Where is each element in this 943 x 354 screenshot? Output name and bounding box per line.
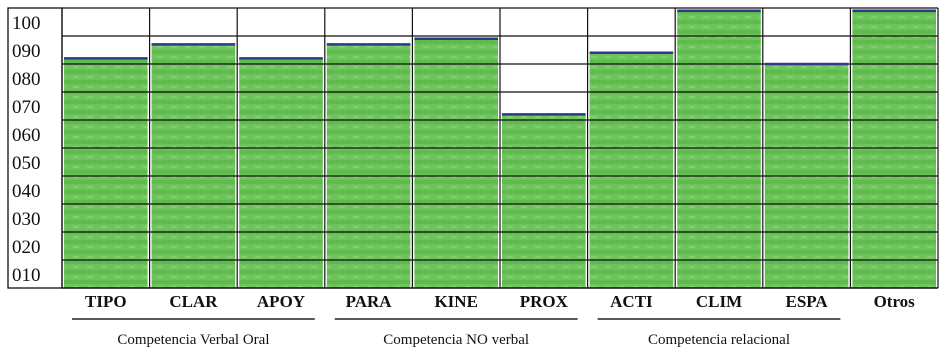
y-tick-020: 020 xyxy=(12,237,41,258)
x-tick-apoy: APOY xyxy=(257,292,305,311)
y-tick-080: 080 xyxy=(12,69,41,90)
x-tick-labels: TIPO CLAR APOY PARA KINE PROX ACTI CLIM ESPA Otro… xyxy=(85,292,915,311)
x-tick-clim: CLIM xyxy=(696,292,742,311)
bar-otros xyxy=(852,10,936,289)
bar-para xyxy=(326,44,411,289)
bar-prox xyxy=(502,114,586,289)
bar-tops-layer xyxy=(64,9,936,116)
y-label-frame xyxy=(7,7,63,289)
group-label-0: Competencia Verbal Oral xyxy=(117,332,269,348)
group-label-1: Competencia NO verbal xyxy=(383,332,529,348)
bar-clim xyxy=(677,10,761,289)
group-labels: Competencia Verbal Oral Competencia NO ve… xyxy=(72,318,841,348)
y-tick-090: 090 xyxy=(12,41,41,62)
x-tick-kine: KINE xyxy=(434,292,477,311)
y-tick-060: 060 xyxy=(12,125,41,146)
x-tick-prox: PROX xyxy=(520,292,569,311)
y-tick-050: 050 xyxy=(12,153,41,174)
x-tick-para: PARA xyxy=(346,292,393,311)
x-tick-espa: ESPA xyxy=(785,292,828,311)
bar-apoy xyxy=(239,58,323,289)
y-tick-030: 030 xyxy=(12,209,41,230)
y-tick-100: 100 xyxy=(12,13,41,34)
x-tick-otros: Otros xyxy=(874,292,916,311)
bar-tipo xyxy=(64,58,148,289)
y-tick-040: 040 xyxy=(12,181,41,202)
bar-clar xyxy=(151,44,236,289)
bar-acti xyxy=(589,52,674,288)
x-tick-clar: CLAR xyxy=(169,292,218,311)
y-tick-labels: 100 090 080 070 060 050 040 030 020 010 xyxy=(12,13,41,286)
y-tick-070: 070 xyxy=(12,97,41,118)
group-label-2: Competencia relacional xyxy=(648,332,790,348)
x-tick-acti: ACTI xyxy=(610,292,653,311)
bar-kine xyxy=(414,38,498,288)
grid-layer xyxy=(7,7,939,289)
y-tick-010: 010 xyxy=(12,265,41,286)
x-tick-tipo: TIPO xyxy=(85,292,127,311)
